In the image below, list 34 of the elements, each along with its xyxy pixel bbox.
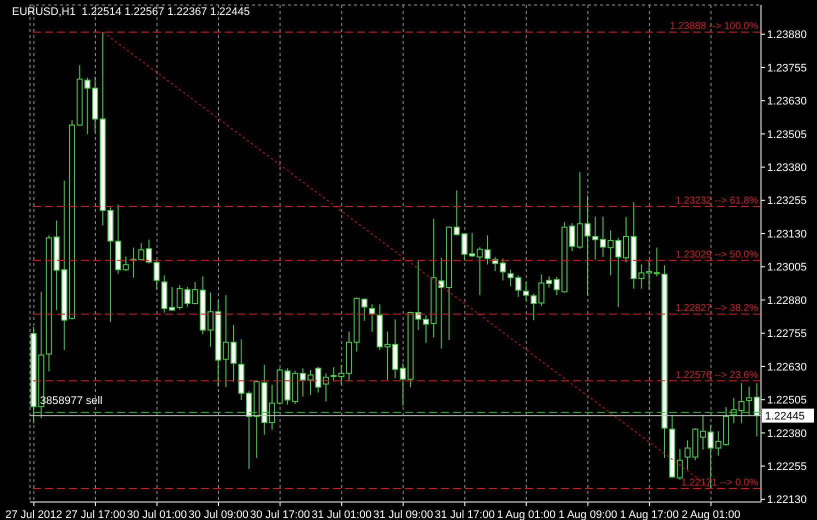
x-tick-label: 2 Aug 01:00 [682, 509, 740, 520]
x-tick-label: 30 Jul 01:00 [126, 509, 187, 520]
ref-line-label: 1.23232 --> 61.8% [675, 195, 758, 206]
y-tick-label: 1.23755 [767, 62, 807, 74]
y-tick-label: 1.23880 [767, 29, 807, 42]
x-tick-label: 31 Jul 01:00 [312, 509, 372, 520]
x-tick-label: 1 Aug 01:00 [496, 509, 556, 520]
ref-line-label: 1.23888 --> 100.0% [670, 21, 758, 32]
x-tick-label: 30 Jul 09:00 [188, 509, 248, 520]
x-tick-label: 27 Jul 17:00 [65, 509, 126, 520]
x-tick-label: 27 Jul 2012 [5, 509, 62, 520]
y-tick-label: 1.22380 [767, 428, 807, 440]
ref-line-label: 1.22445 [765, 410, 805, 423]
y-tick-label: 1.23130 [767, 228, 807, 240]
y-tick-label: 1.23630 [767, 96, 807, 108]
x-tick-label: 31 Jul 09:00 [373, 509, 434, 520]
y-tick-label: 1.22255 [767, 461, 807, 474]
ref-line-label: 1.23029 --> 50.0% [675, 249, 758, 260]
y-tick-label: 1.23005 [767, 262, 807, 274]
ref-line-label: 1.22827 --> 38.2% [675, 303, 758, 314]
chart-title: EURUSD,H1 1.22514 1.22567 1.22367 1.22445 [12, 6, 250, 18]
x-tick-label: 30 Jul 17:00 [250, 509, 310, 520]
y-tick-label: 1.22880 [767, 294, 807, 307]
y-tick-label: 1.23255 [767, 195, 807, 208]
x-tick-label: 1 Aug 09:00 [558, 509, 618, 520]
y-tick-label: 1.22505 [767, 394, 807, 407]
y-tick-label: 1.23380 [767, 162, 807, 174]
x-tick-label: 1 Aug 17:00 [620, 509, 679, 520]
x-tick-label: 31 Jul 17:00 [434, 509, 495, 520]
y-tick-label: 1.22130 [767, 494, 807, 506]
y-tick-label: 1.22630 [767, 361, 807, 374]
y-tick-label: 1.23505 [767, 128, 807, 141]
ref-line-label: 1.22576 --> 23.6% [675, 370, 758, 381]
y-tick-label: 1.22755 [767, 328, 807, 340]
